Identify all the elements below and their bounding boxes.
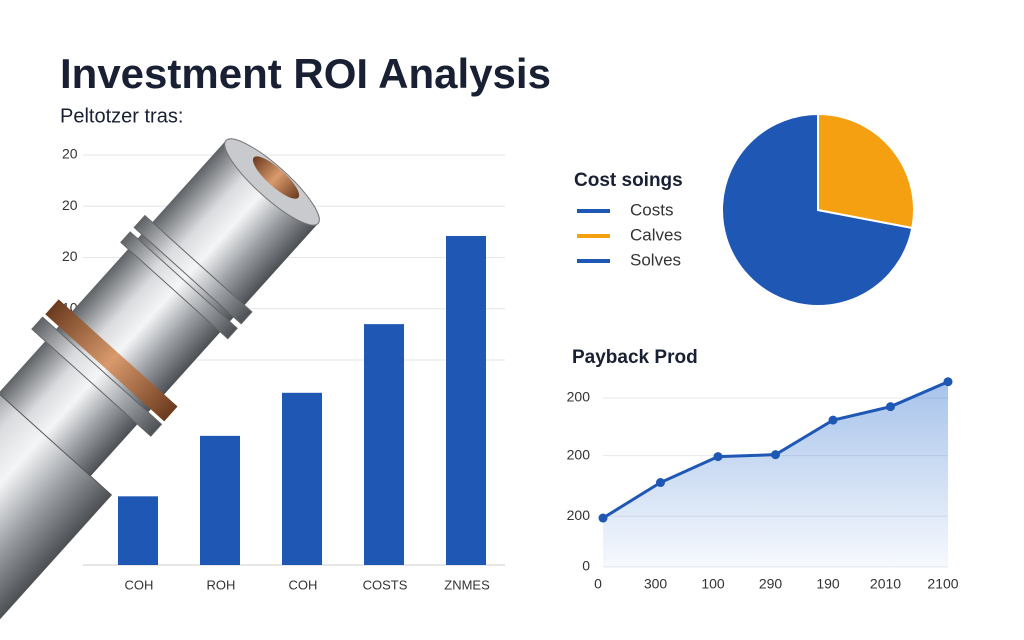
photo-cylinder	[0, 138, 320, 640]
x-tick-label: COH	[289, 577, 318, 592]
point	[886, 402, 895, 412]
y-tick-label: 200	[567, 507, 591, 523]
point	[771, 450, 780, 460]
bar	[200, 435, 240, 565]
x-tick-label: 300	[644, 576, 668, 592]
point	[656, 478, 665, 488]
subtitle: Peltotzer tras:	[60, 105, 183, 127]
chart-title: Payback Prod	[572, 347, 698, 368]
x-tick-label: ZNMES	[444, 577, 490, 592]
charts: 202020102COHROHCOHCOSTSZNMESCost soingsC…	[62, 112, 959, 592]
x-tick-label: ROH	[207, 577, 236, 592]
point	[828, 415, 838, 425]
y-tick-label: 20	[62, 146, 78, 162]
x-tick-label: COH	[125, 577, 154, 592]
y-tick-label: 200	[567, 446, 591, 462]
x-tick-label: 290	[759, 576, 783, 592]
point	[598, 513, 608, 523]
page-title: Investment ROI Analysis	[60, 50, 551, 97]
legend-label: Solves	[630, 250, 681, 269]
point	[713, 452, 723, 462]
x-tick-label: COSTS	[363, 577, 408, 592]
x-tick-label: 2100	[927, 576, 958, 592]
y-tick-label: 20	[62, 248, 78, 264]
y-tick-label: 200	[567, 389, 591, 405]
legend-label: Costs	[630, 200, 673, 219]
bar	[282, 392, 322, 565]
area	[603, 381, 948, 567]
x-tick-label: 0	[594, 576, 602, 592]
y-tick-label: 0	[582, 558, 590, 574]
pie-slice	[817, 112, 915, 230]
y-tick-label: 20	[62, 197, 78, 213]
bar	[446, 235, 486, 565]
legend-title: Cost soings	[574, 170, 683, 191]
point	[943, 377, 953, 387]
x-tick-label: 2010	[870, 576, 901, 592]
bar	[364, 324, 404, 565]
legend-label: Calves	[630, 225, 682, 244]
x-tick-label: 100	[701, 576, 725, 592]
bar	[118, 496, 158, 565]
x-tick-label: 190	[816, 576, 840, 592]
